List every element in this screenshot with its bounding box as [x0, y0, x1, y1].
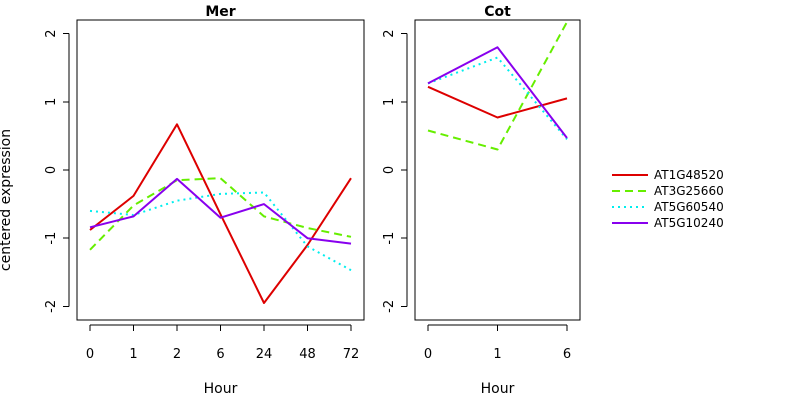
series-line-at3g25660 — [427, 21, 568, 151]
series-line-at1g48520 — [89, 123, 352, 304]
panel-title: Cot — [484, 4, 511, 20]
y-tick-label: 2 — [382, 29, 397, 37]
y-tick-label: 0 — [44, 166, 59, 174]
plot-frame — [76, 19, 365, 321]
x-tick-label: 0 — [86, 347, 94, 362]
x-tick-label: 48 — [299, 347, 316, 362]
y-tick-label: -1 — [44, 232, 59, 245]
x-tick-label: 6 — [563, 347, 571, 362]
legend-label: AT5G10240 — [654, 216, 724, 230]
y-tick-label: -2 — [382, 300, 397, 313]
y-tick-label: 1 — [44, 98, 59, 106]
series-line-at5g10240 — [89, 177, 352, 245]
series-line-at5g60540 — [427, 56, 568, 140]
series-line-at5g60540 — [89, 191, 352, 272]
y-axis-label: centered expression — [0, 129, 14, 271]
legend: AT1G48520 AT3G25660 AT5G60540 AT5G10240 — [612, 168, 724, 230]
y-tick-label: -2 — [44, 300, 59, 313]
panel-title: Mer — [205, 4, 235, 20]
panel-mer: Mer -2 -1 0 1 2 0 1 2 6 24 48 72 Hour — [44, 4, 365, 397]
series-line-at1g48520 — [427, 85, 568, 119]
y-tick-label: 0 — [382, 166, 397, 174]
y-tick-label: -1 — [382, 232, 397, 245]
legend-label: AT3G25660 — [654, 184, 724, 198]
y-tick-label: 1 — [382, 98, 397, 106]
plot-frame — [414, 19, 581, 321]
series-line-at5g10240 — [427, 46, 568, 139]
x-tick-label: 1 — [129, 347, 137, 362]
x-tick-label: 1 — [493, 347, 501, 362]
x-axis-label: Hour — [204, 381, 238, 397]
y-tick-label: 2 — [44, 29, 59, 37]
x-tick-label: 0 — [424, 347, 432, 362]
x-tick-label: 72 — [343, 347, 360, 362]
x-tick-label: 2 — [173, 347, 181, 362]
panel-cot: Cot -2 -1 0 1 2 0 1 6 Hour — [382, 4, 581, 397]
legend-label: AT5G60540 — [654, 200, 724, 214]
x-tick-label: 24 — [256, 347, 273, 362]
legend-label: AT1G48520 — [654, 168, 724, 182]
x-axis-label: Hour — [481, 381, 515, 397]
x-tick-label: 6 — [216, 347, 224, 362]
